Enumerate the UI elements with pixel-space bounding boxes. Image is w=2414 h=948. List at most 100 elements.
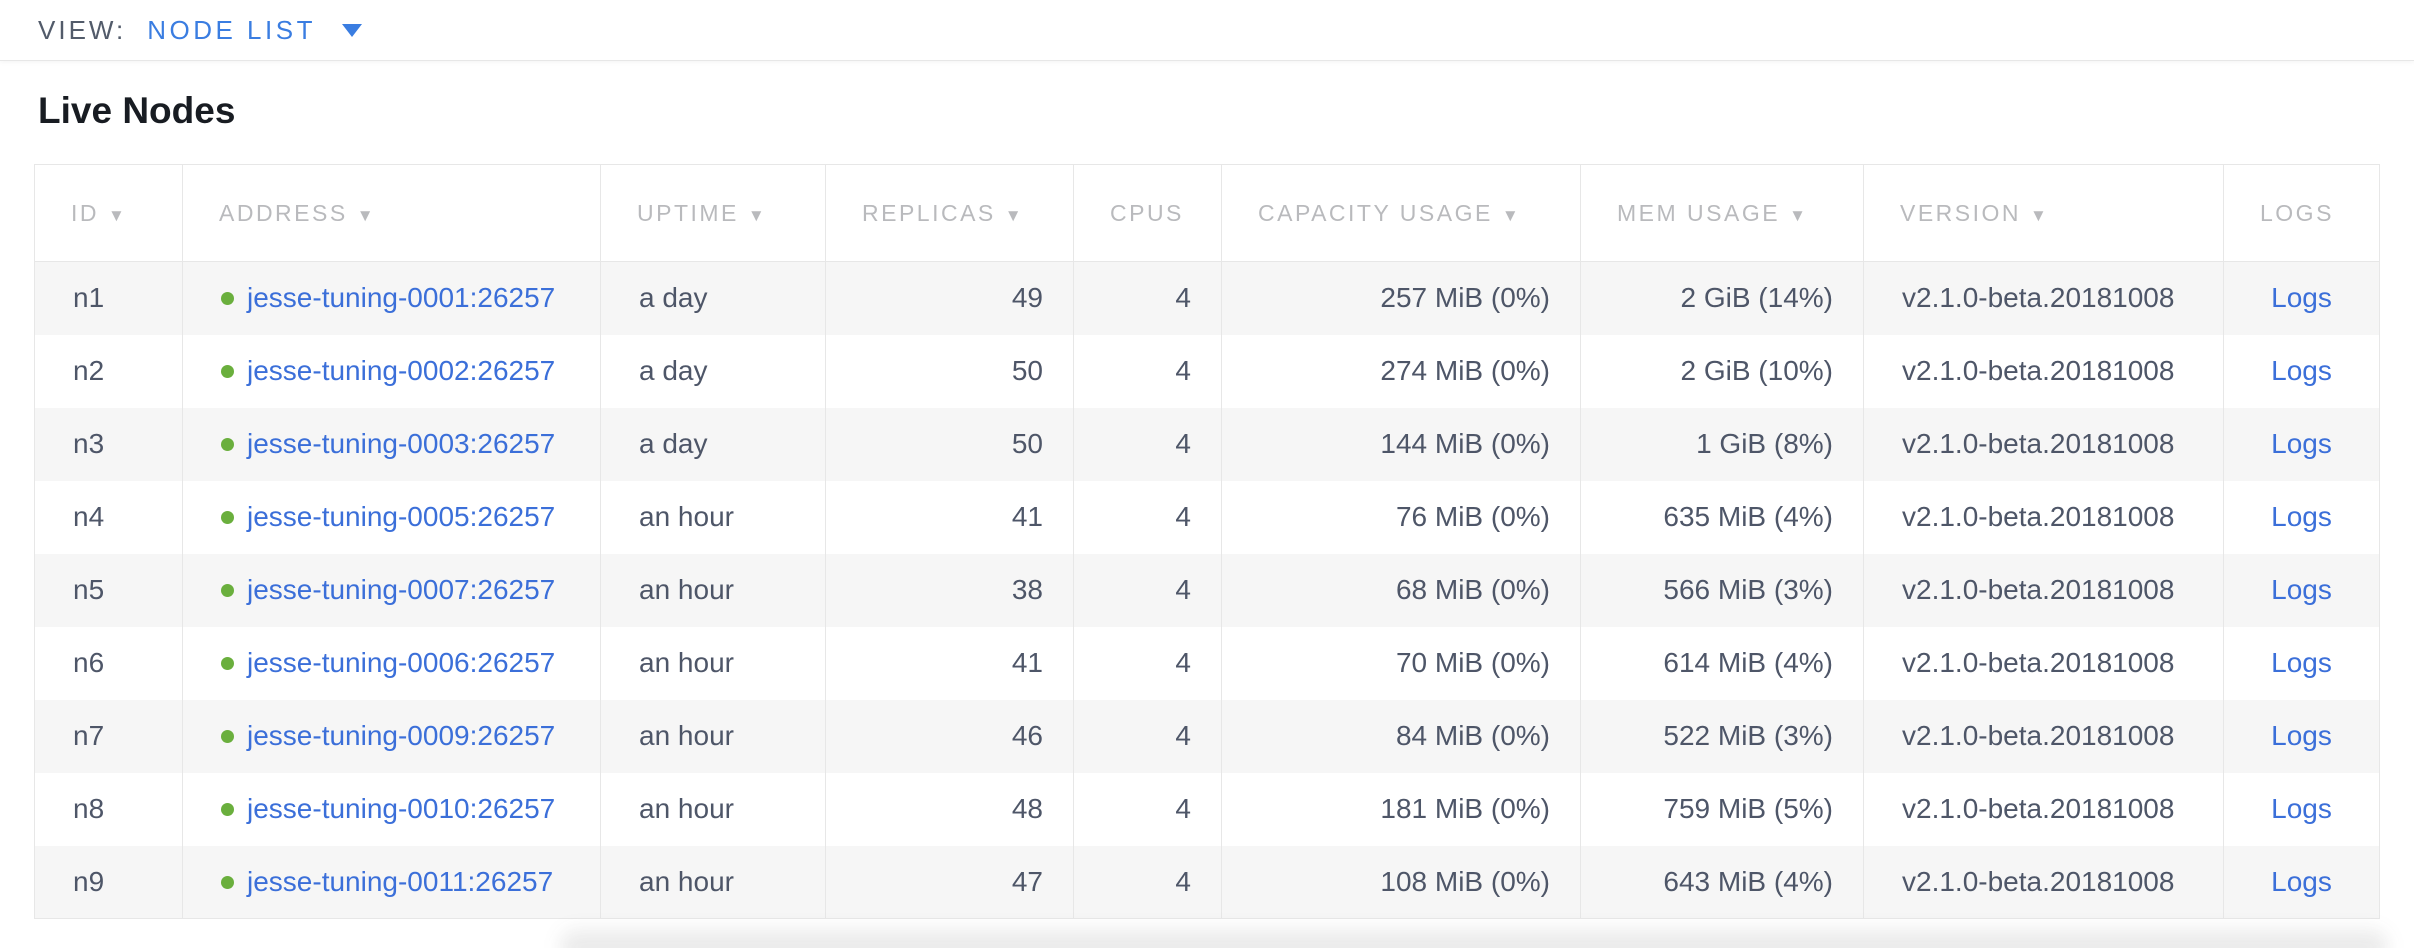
- address-link[interactable]: jesse-tuning-0002:26257: [247, 355, 556, 386]
- cell-cpus: 4: [1073, 772, 1222, 846]
- sort-desc-icon: ▼: [1501, 205, 1519, 225]
- cell-node-id: n9: [34, 845, 183, 919]
- cell-address: jesse-tuning-0006:26257: [182, 626, 601, 700]
- address-link[interactable]: jesse-tuning-0009:26257: [247, 720, 556, 751]
- cell-mem-usage: 566 MiB (3%): [1580, 553, 1864, 627]
- logs-link[interactable]: Logs: [2271, 428, 2332, 459]
- live-status-dot-icon: [221, 292, 234, 306]
- cell-address: jesse-tuning-0010:26257: [182, 772, 601, 846]
- column-header-mem[interactable]: MEM USAGE ▼: [1580, 164, 1864, 262]
- column-label-address: ADDRESS: [219, 199, 348, 226]
- cell-version: v2.1.0-beta.20181008: [1863, 772, 2224, 846]
- cell-capacity-usage: 70 MiB (0%): [1221, 626, 1581, 700]
- address-link[interactable]: jesse-tuning-0003:26257: [247, 428, 556, 459]
- column-header-address[interactable]: ADDRESS ▼: [182, 164, 601, 262]
- column-header-capacity[interactable]: CAPACITY USAGE ▼: [1221, 164, 1581, 262]
- address-link[interactable]: jesse-tuning-0007:26257: [247, 574, 556, 605]
- cell-replicas: 41: [825, 626, 1074, 700]
- caret-down-icon: [341, 23, 362, 37]
- cell-logs: Logs: [2223, 480, 2380, 554]
- table-row-n1: n1 jesse-tuning-0001:26257 a day 49 4 257 MiB…: [34, 261, 2380, 335]
- logs-link[interactable]: Logs: [2271, 720, 2332, 751]
- cell-replicas: 49: [825, 261, 1074, 335]
- cell-node-id: n5: [34, 553, 183, 627]
- column-label-uptime: UPTIME: [637, 199, 739, 226]
- cell-address: jesse-tuning-0011:26257: [182, 845, 601, 919]
- cell-replicas: 41: [825, 480, 1074, 554]
- live-nodes-section: Live Nodes ID ▼ ADDRESS ▼ UPTIME ▼ REPLICAS ▼ CP…: [0, 91, 2414, 919]
- cell-node-id: n3: [34, 407, 183, 481]
- cell-cpus: 4: [1073, 407, 1222, 481]
- cell-capacity-usage: 144 MiB (0%): [1221, 407, 1581, 481]
- table-row-n3: n3 jesse-tuning-0003:26257 a day 50 4 144 MiB…: [34, 407, 2380, 481]
- sort-desc-icon: ▼: [747, 205, 765, 225]
- cell-version: v2.1.0-beta.20181008: [1863, 699, 2224, 773]
- column-label-cpus: CPUS: [1110, 199, 1184, 226]
- live-status-dot-icon: [221, 875, 234, 889]
- column-header-version[interactable]: VERSION ▼: [1863, 164, 2224, 262]
- table-row-n2: n2 jesse-tuning-0002:26257 a day 50 4 274 MiB…: [35, 334, 2380, 408]
- cell-capacity-usage: 84 MiB (0%): [1221, 699, 1581, 773]
- cell-logs: Logs: [2223, 699, 2380, 773]
- column-header-uptime[interactable]: UPTIME ▼: [600, 164, 826, 262]
- cell-node-id: n6: [73, 647, 105, 678]
- address-link[interactable]: jesse-tuning-0011:26257: [247, 865, 554, 897]
- address-link[interactable]: jesse-tuning-0006:26257: [247, 647, 556, 678]
- cell-logs: Logs: [2223, 553, 2380, 627]
- cell-mem-usage: 2 GiB (14%): [1580, 261, 1864, 335]
- cell-mem-usage: 2 GiB (10%): [1580, 334, 1864, 408]
- sort-desc-icon: ▼: [1789, 205, 1806, 225]
- cell-logs: Logs: [2223, 845, 2380, 919]
- logs-link[interactable]: Logs: [2271, 574, 2332, 605]
- address-link[interactable]: jesse-tuning-0001:26257: [247, 282, 556, 314]
- logs-link[interactable]: Logs: [2271, 865, 2332, 897]
- cell-uptime: an hour: [600, 845, 826, 919]
- cell-replicas: 38: [825, 553, 1074, 627]
- cell-address: jesse-tuning-0003:26257: [182, 407, 601, 481]
- cell-logs: Logs: [2223, 261, 2380, 335]
- cell-address: jesse-tuning-0007:26257: [182, 553, 601, 627]
- logs-link[interactable]: Logs: [2271, 501, 2332, 532]
- cell-version: v2.1.0-beta.20181008: [1863, 553, 2224, 627]
- sort-desc-icon: ▼: [108, 205, 125, 225]
- cell-cpus: 4: [1073, 261, 1222, 335]
- view-selector-dropdown[interactable]: NODE LIST: [147, 15, 362, 46]
- cell-uptime: an hour: [600, 553, 826, 627]
- cell-capacity-usage: 76 MiB (0%): [1221, 480, 1581, 554]
- page-title: Live Nodes: [38, 90, 236, 131]
- cell-node-id: n2: [73, 355, 105, 386]
- below-fold-panel-shadow: [560, 930, 2388, 948]
- column-header-id[interactable]: ID ▼: [34, 164, 183, 262]
- cell-cpus: 4: [1073, 845, 1222, 919]
- address-link[interactable]: jesse-tuning-0010:26257: [247, 793, 556, 824]
- cell-address: jesse-tuning-0002:26257: [182, 334, 601, 408]
- cell-cpus: 4: [1073, 553, 1222, 627]
- logs-link[interactable]: Logs: [2271, 355, 2332, 386]
- view-selected-value: NODE LIST: [147, 14, 316, 45]
- cell-logs: Logs: [2223, 626, 2380, 700]
- table-row-n9: n9 jesse-tuning-0011:26257 an hour 47 4 108 M…: [34, 845, 2380, 919]
- cell-node-id: n4: [73, 501, 105, 532]
- cell-mem-usage: 614 MiB (4%): [1580, 626, 1864, 700]
- cell-cpus: 4: [1073, 334, 1222, 408]
- cell-uptime: a day: [600, 261, 826, 335]
- logs-link[interactable]: Logs: [2271, 282, 2332, 314]
- live-status-dot-icon: [221, 730, 234, 743]
- cell-capacity-usage: 108 MiB (0%): [1221, 845, 1581, 919]
- table-header-row: ID ▼ ADDRESS ▼ UPTIME ▼ REPLICAS ▼ CPUS CAPACITY …: [34, 164, 2380, 262]
- cell-cpus: 4: [1073, 480, 1222, 554]
- cell-replicas: 46: [825, 699, 1074, 773]
- logs-link[interactable]: Logs: [2271, 793, 2332, 824]
- cell-cpus: 4: [1073, 699, 1222, 773]
- cell-mem-usage: 759 MiB (5%): [1580, 772, 1864, 846]
- cell-address: jesse-tuning-0009:26257: [182, 699, 601, 773]
- address-link[interactable]: jesse-tuning-0005:26257: [247, 501, 556, 532]
- logs-link[interactable]: Logs: [2271, 647, 2332, 678]
- cell-capacity-usage: 181 MiB (0%): [1221, 772, 1581, 846]
- cell-version: v2.1.0-beta.20181008: [1863, 407, 2224, 481]
- cell-node-id: n7: [34, 699, 183, 773]
- live-status-dot-icon: [221, 584, 234, 597]
- column-header-replicas[interactable]: REPLICAS ▼: [825, 164, 1074, 262]
- cell-mem-usage: 1 GiB (8%): [1580, 407, 1864, 481]
- column-header-cpus: CPUS: [1073, 164, 1222, 262]
